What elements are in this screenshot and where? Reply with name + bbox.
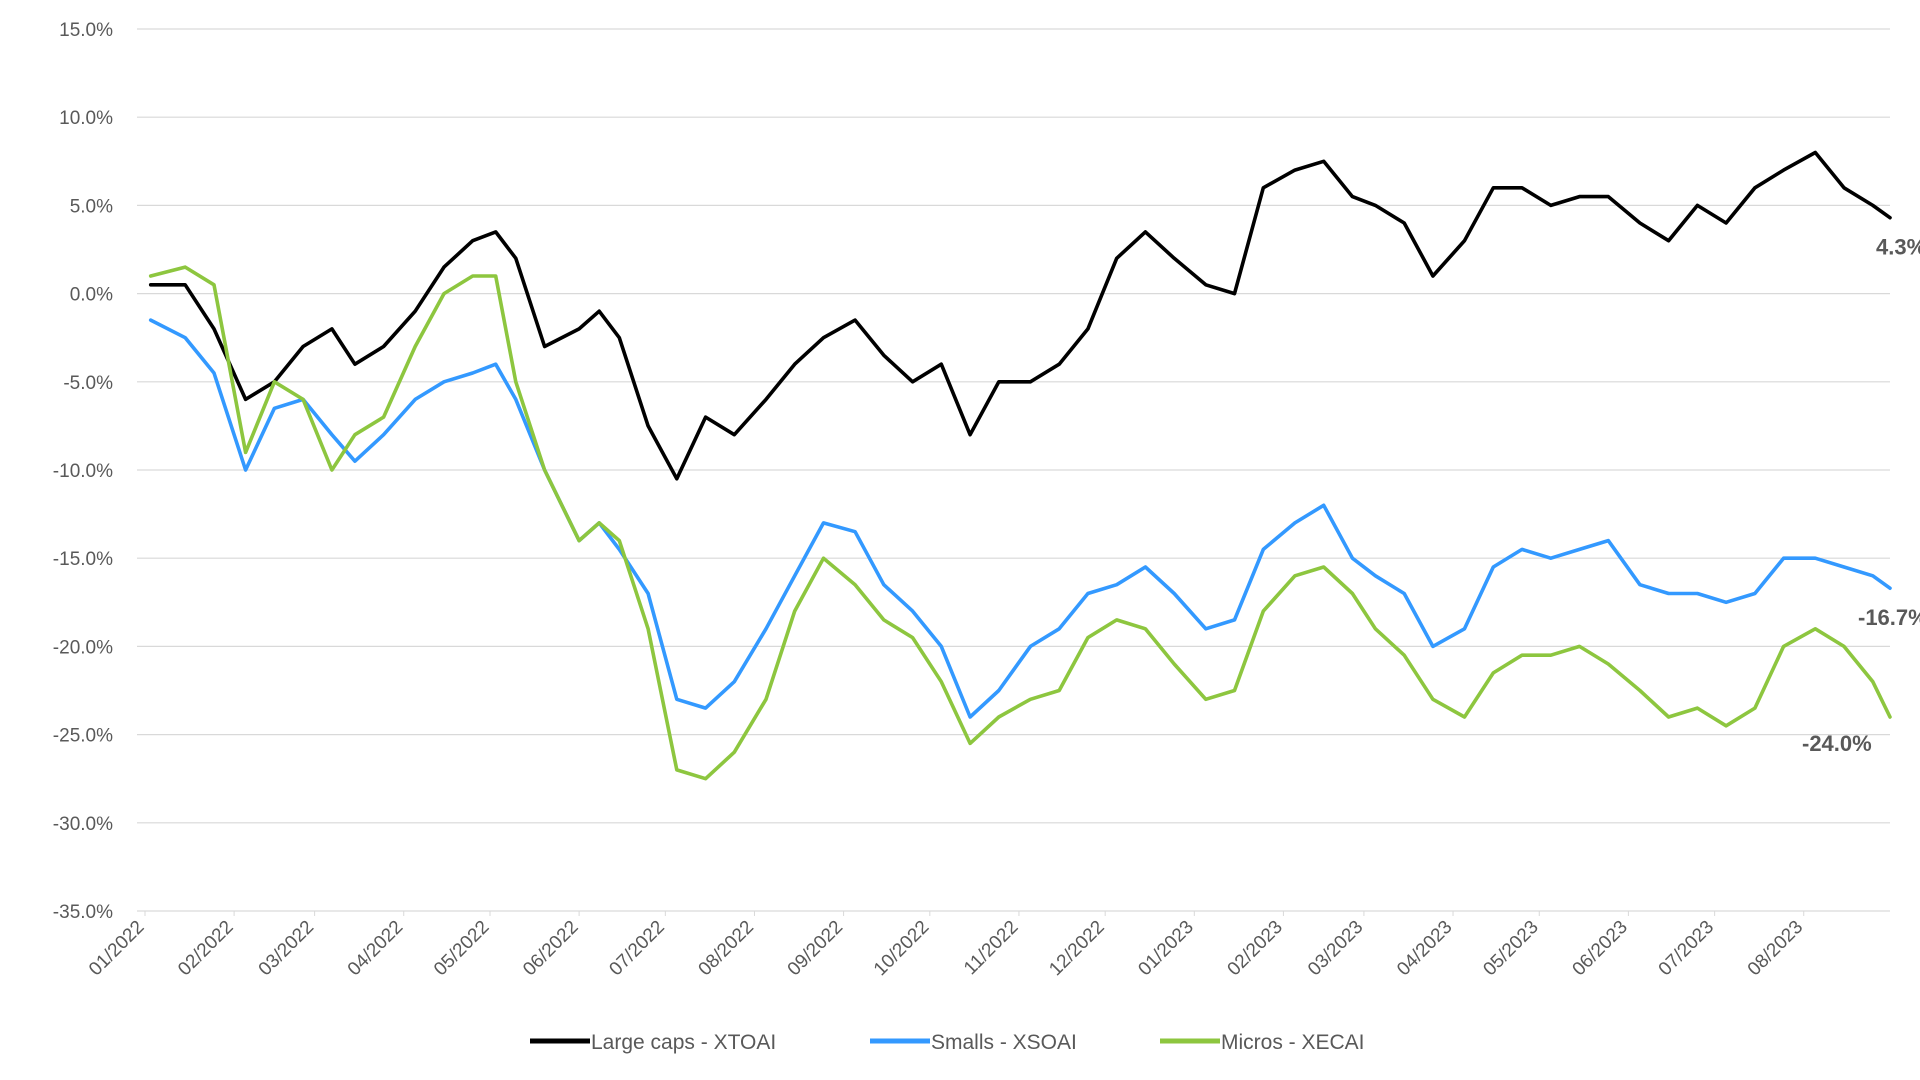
x-tick-label: 06/2023 <box>1569 917 1632 980</box>
y-tick-label: 15.0% <box>59 20 113 41</box>
legend-label: Micros - XECAI <box>1221 1031 1365 1054</box>
x-tick-label: 02/2023 <box>1224 917 1287 980</box>
x-tick-label: 01/2022 <box>85 917 148 980</box>
x-tick-label: 04/2022 <box>344 917 407 980</box>
x-tick-label: 11/2022 <box>960 917 1022 979</box>
end-value-label: -16.7% <box>1858 605 1920 630</box>
legend-label: Large caps - XTOAI <box>591 1031 776 1054</box>
x-tick-label: 08/2023 <box>1744 917 1807 980</box>
y-axis: 15.0% 10.0% 5.0% 0.0% -5.0% -10.0% -15.0% -20.0… <box>53 20 113 923</box>
x-tick-label: 04/2023 <box>1393 917 1456 980</box>
x-axis: 01/2022 02/2022 03/2022 04/2022 05/2022 06/20… <box>85 911 1807 980</box>
y-tick-label: -10.0% <box>53 461 113 482</box>
y-tick-label: -25.0% <box>53 726 113 747</box>
end-value-label: 4.3% <box>1876 235 1920 260</box>
series-lines <box>148 150 1892 781</box>
end-value-label: -24.0% <box>1802 731 1872 756</box>
x-tick-label: 02/2022 <box>174 917 237 980</box>
series-line-3 <box>148 265 1892 781</box>
y-tick-label: -15.0% <box>53 549 113 570</box>
x-tick-label: 05/2022 <box>430 917 493 980</box>
x-tick-label: 07/2023 <box>1655 917 1718 980</box>
y-tick-label: -30.0% <box>53 814 113 835</box>
legend-label: Smalls - XSOAI <box>931 1031 1077 1054</box>
y-tick-label: 10.0% <box>59 108 113 129</box>
x-tick-label: 12/2022 <box>1045 917 1108 980</box>
y-tick-label: -20.0% <box>53 637 113 658</box>
end-labels: 4.3% -16.7% -24.0% <box>1802 235 1920 756</box>
gridlines <box>137 28 1890 912</box>
y-tick-label: -35.0% <box>53 902 113 923</box>
x-tick-label: 07/2022 <box>605 917 668 980</box>
y-tick-label: 0.0% <box>70 285 113 306</box>
series-line-1 <box>148 150 1892 481</box>
x-tick-label: 08/2022 <box>695 917 758 980</box>
x-tick-label: 10/2022 <box>870 917 933 980</box>
x-tick-label: 06/2022 <box>519 917 582 980</box>
series-line-2 <box>148 318 1892 719</box>
y-tick-label: 5.0% <box>70 196 113 217</box>
x-tick-label: 09/2022 <box>784 917 847 980</box>
legend: Large caps - XTOAI Smalls - XSOAI Micros -… <box>530 1031 1365 1054</box>
x-tick-label: 03/2023 <box>1304 917 1367 980</box>
x-tick-label: 03/2022 <box>255 917 318 980</box>
y-tick-label: -5.0% <box>63 373 113 394</box>
x-tick-label: 05/2023 <box>1479 917 1542 980</box>
x-tick-label: 01/2023 <box>1134 917 1197 980</box>
